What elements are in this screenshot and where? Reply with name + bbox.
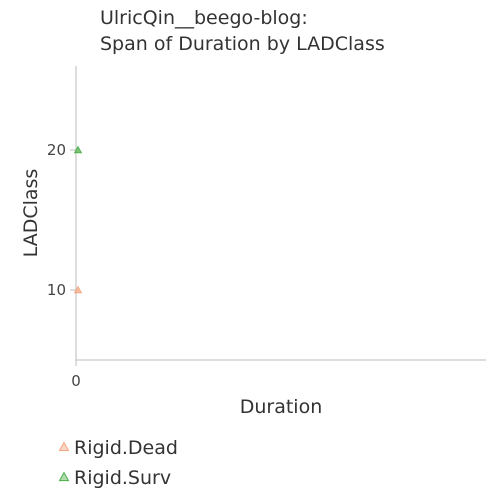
data-point-rigid-surv (73, 145, 83, 154)
x-tick-label: 0 (71, 372, 81, 390)
chart-subtitle: Span of Duration by LADClass (100, 33, 385, 55)
chart-title: UlricQin__beego-blog: (100, 7, 308, 29)
data-point-rigid-dead (73, 285, 83, 294)
y-ticks: 10 20 (47, 141, 76, 299)
x-axis-title: Duration (240, 396, 323, 418)
y-tick-label: 10 (47, 281, 66, 299)
legend-marker-rigid-surv (58, 471, 70, 482)
y-axis-title: LADClass (20, 169, 42, 258)
data-points (73, 145, 83, 294)
legend-marker-rigid-dead (58, 441, 70, 452)
y-tick-label: 20 (47, 141, 66, 159)
legend: Rigid.Dead Rigid.Surv (58, 437, 178, 489)
legend-label-rigid-surv: Rigid.Surv (74, 467, 171, 489)
legend-label-rigid-dead: Rigid.Dead (74, 437, 178, 459)
x-ticks: 0 (71, 360, 81, 390)
